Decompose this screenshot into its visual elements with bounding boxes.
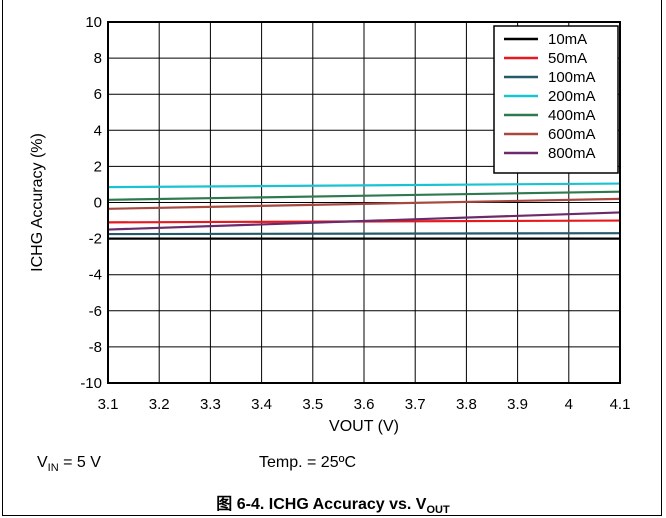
vin-condition: VIN = 5 V (37, 454, 101, 474)
y-tick-label: -4 (89, 267, 102, 284)
y-tick-label: -2 (89, 231, 102, 248)
x-tick-label: 3.2 (149, 396, 170, 413)
y-tick-label: 0 (94, 195, 102, 212)
legend-label-200mA: 200mA (548, 88, 596, 105)
series-line-800mA (107, 211, 621, 231)
y-tick-label: 2 (94, 158, 102, 175)
legend-label-50mA: 50mA (548, 50, 587, 67)
series-line-200mA (107, 182, 621, 189)
vin-subscript: IN (47, 462, 59, 475)
legend-label-800mA: 800mA (548, 145, 596, 162)
temp-condition: Temp. = 25ºC (259, 454, 356, 471)
series-lines (107, 182, 621, 240)
x-tick-label: 4.1 (610, 396, 631, 413)
y-tick-label: 10 (85, 14, 102, 31)
caption-text: 图 6-4. ICHG Accuracy vs. V (216, 496, 427, 513)
legend-label-400mA: 400mA (548, 107, 596, 124)
x-tick-labels: 3.1 3.2 3.3 3.4 3.5 3.6 3.7 3.8 3.9 4 4.1 (98, 396, 631, 413)
series-line-400mA (107, 190, 621, 201)
chart: -10 -8 -6 -4 -2 0 2 4 6 8 10 3.1 3.2 3.3 3.4 3.5 3.6 3.7… (29, 14, 631, 435)
y-tick-label: -6 (89, 303, 102, 320)
legend-label-10mA: 10mA (548, 31, 587, 48)
series-line-100mA (107, 232, 621, 236)
legend-box (493, 25, 619, 174)
y-axis-label: ICHG Accuracy (%) (29, 133, 46, 272)
y-tick-label: -8 (89, 339, 102, 356)
figure-caption: 图 6-4. ICHG Accuracy vs. VOUT (0, 490, 666, 516)
y-tick-label: 8 (94, 50, 102, 67)
x-tick-label: 3.5 (302, 396, 323, 413)
y-tick-label: 4 (94, 122, 102, 139)
x-tick-label: 3.1 (98, 396, 119, 413)
legend: 10mA 50mA 100mA 200mA 400mA 600mA 800mA (493, 25, 619, 174)
x-tick-label: 4 (565, 396, 573, 413)
series-line-600mA (107, 197, 621, 210)
vin-value: = 5 V (58, 454, 101, 471)
x-tick-label: 3.3 (200, 396, 221, 413)
vin-symbol: V (37, 454, 48, 471)
plot-border (107, 21, 621, 384)
y-tick-label: -10 (80, 375, 102, 392)
x-tick-label: 3.9 (507, 396, 528, 413)
x-axis-label: VOUT (V) (329, 418, 399, 435)
legend-label-600mA: 600mA (548, 126, 596, 143)
x-tick-label: 3.4 (251, 396, 272, 413)
x-tick-label: 3.7 (405, 396, 426, 413)
x-tick-label: 3.8 (456, 396, 477, 413)
caption-subscript: OUT (426, 504, 450, 517)
x-tick-label: 3.6 (354, 396, 375, 413)
y-tick-labels: -10 -8 -6 -4 -2 0 2 4 6 8 10 (80, 14, 102, 392)
legend-label-100mA: 100mA (548, 69, 596, 86)
y-tick-label: 6 (94, 86, 102, 103)
